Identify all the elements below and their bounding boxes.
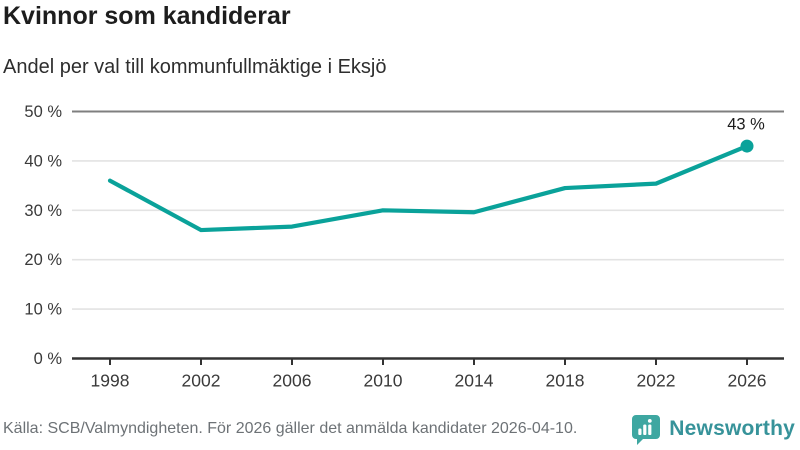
x-tick-label: 2006 <box>273 371 312 391</box>
line-chart: 43 % 1998 2002 2006 2010 2014 2018 2022 2026 0 % 1… <box>24 103 784 391</box>
page-title: Kvinnor som kandiderar <box>3 2 291 30</box>
newsworthy-logo: Newsworthy <box>631 414 795 445</box>
y-tick-label: 50 % <box>24 103 62 121</box>
x-tick-label: 2018 <box>546 371 585 391</box>
y-tick-label: 0 % <box>34 350 63 368</box>
chart-subtitle: Andel per val till kommunfullmäktige i E… <box>3 56 387 78</box>
source-note: Källa: SCB/Valmyndigheten. För 2026 gäll… <box>3 420 578 437</box>
x-tick-label: 2022 <box>637 371 676 391</box>
x-tick-label: 2010 <box>364 371 403 391</box>
y-tick-label: 10 % <box>24 301 62 319</box>
last-point-marker <box>740 139 754 153</box>
y-tick-label: 40 % <box>24 152 62 170</box>
newsworthy-wordmark: Newsworthy <box>669 417 795 440</box>
x-tick-label: 2002 <box>182 371 221 391</box>
y-tick-label: 30 % <box>24 202 62 220</box>
data-line <box>107 143 750 233</box>
newsworthy-bubble-chart-icon <box>632 414 661 445</box>
y-tick-label: 20 % <box>24 251 62 269</box>
chart-footer: Källa: SCB/Valmyndigheten. För 2026 gäll… <box>3 412 795 446</box>
x-tick-label: 2014 <box>455 371 494 391</box>
point-annotation: 43 % <box>727 116 765 134</box>
x-tick-label: 1998 <box>91 371 130 391</box>
x-tick-label: 2026 <box>728 371 767 391</box>
